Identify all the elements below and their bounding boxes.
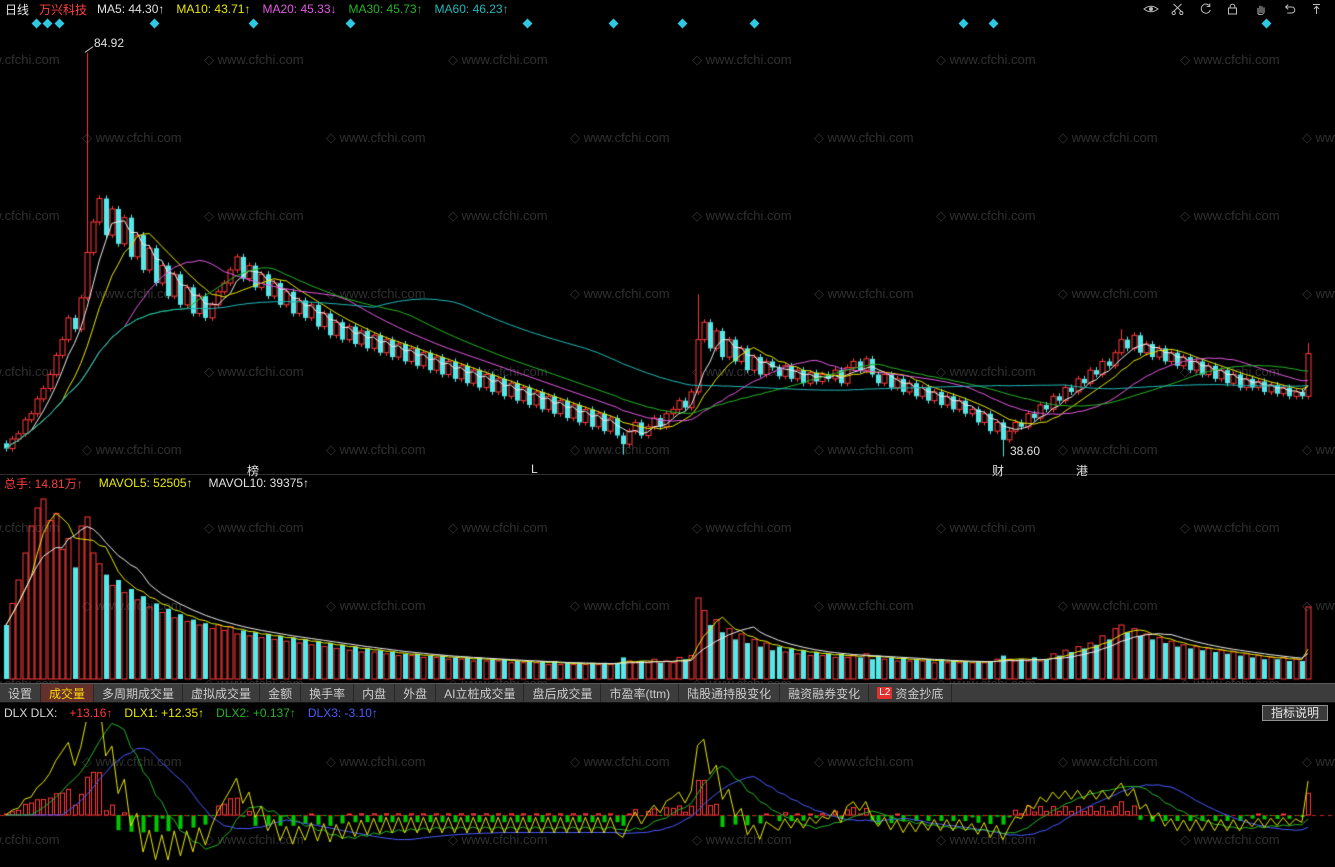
tab-amount[interactable]: 金额: [260, 684, 302, 702]
dlx-legend-item: DLX2: +0.137↑: [216, 705, 296, 720]
tab-turnover-rate[interactable]: 换手率: [301, 684, 355, 702]
ma-legend-item: MA60: 46.23↑: [434, 2, 509, 16]
ma-legend-item: MA20: 45.33↓: [262, 2, 337, 16]
stock-name[interactable]: 万兴科技: [39, 2, 88, 17]
chart-flag-marker[interactable]: 财: [992, 464, 1005, 478]
tab-ai-volume[interactable]: AI立桩成交量: [436, 684, 525, 702]
dlx-indicator-pane[interactable]: [0, 722, 1335, 867]
tab-after-hours-volume[interactable]: 盘后成交量: [524, 684, 602, 702]
tab-label: AI立桩成交量: [444, 686, 516, 701]
ma-legend-item: MA30: 45.73↑: [348, 2, 423, 16]
scissors-icon[interactable]: [1171, 3, 1187, 15]
ma-legend: MA5: 44.30↑ MA10: 43.71↑ MA20: 45.33↓ MA30:…: [97, 2, 509, 16]
tab-label: 融资融券变化: [788, 686, 861, 701]
dlx-indicator-legend: DLX DLX: +13.16↑ DLX1: +12.35↑ DLX2: +0.137…: [0, 704, 1335, 721]
dlx-legend-item: DLX1: +12.35↑: [124, 705, 205, 720]
mavol10-label: MAVOL10: 39375↑: [208, 476, 310, 490]
volume-chart[interactable]: [0, 492, 1335, 682]
ma-legend-item: MA5: 44.30↑: [97, 2, 165, 16]
price-pane[interactable]: 84.92 38.60 榜 L 财 港: [0, 18, 1335, 478]
refresh-icon[interactable]: [1199, 3, 1215, 15]
trough-price-label: 38.60: [1010, 444, 1041, 458]
peak-price-label: 84.92: [94, 36, 125, 50]
candlestick-chart[interactable]: [0, 18, 1335, 474]
tab-label: 资金抄底: [895, 686, 944, 701]
tab-label: 换手率: [309, 686, 346, 701]
hand-icon[interactable]: [1255, 3, 1271, 15]
tab-multi-period-volume[interactable]: 多周期成交量: [94, 684, 184, 702]
mavol5-label: MAVOL5: 52505↑: [98, 476, 193, 490]
tab-virtual-volume[interactable]: 虚拟成交量: [183, 684, 261, 702]
dlx-legend-item: DLX DLX:: [4, 705, 58, 720]
tab-outer-volume[interactable]: 外盘: [395, 684, 437, 702]
tab-settings[interactable]: 设置: [0, 684, 42, 702]
tab-label: 外盘: [403, 686, 428, 701]
tab-label: 设置: [8, 686, 33, 701]
dlx-legend-item: DLX3: -3.10↑: [307, 705, 378, 720]
dlx-legend-item: +13.16↑: [69, 705, 113, 720]
top-icon[interactable]: [1311, 3, 1327, 15]
tab-inner-volume[interactable]: 内盘: [354, 684, 396, 702]
tab-label: 陆股通持股变化: [687, 686, 772, 701]
tab-label: 虚拟成交量: [191, 686, 252, 701]
volume-pane[interactable]: [0, 492, 1335, 682]
chart-flag-marker[interactable]: 榜: [247, 464, 260, 478]
tab-label: 金额: [268, 686, 293, 701]
period-label[interactable]: 日线: [5, 2, 30, 17]
tab-label: 盘后成交量: [532, 686, 593, 701]
ma-legend-item: MA10: 43.71↑: [176, 2, 251, 16]
total-hands-label: 总手: 14.81万↑: [4, 476, 83, 491]
tab-volume[interactable]: 成交量: [41, 684, 95, 702]
tab-label: 市盈率(ttm): [609, 686, 671, 701]
tab-label: 多周期成交量: [102, 686, 175, 701]
indicator-help-button[interactable]: 指标说明: [1261, 705, 1328, 721]
tab-l2-fund-bottom[interactable]: L2 资金抄底: [869, 684, 953, 702]
eye-icon[interactable]: [1143, 3, 1159, 15]
top-toolbar: 日线 万兴科技 MA5: 44.30↑ MA10: 43.71↑ MA20: 45.…: [0, 0, 1335, 18]
chart-flag-marker[interactable]: L: [531, 462, 538, 476]
toolbar-icons: [1143, 3, 1327, 15]
tab-label: 成交量: [49, 686, 86, 701]
undo-icon[interactable]: [1283, 3, 1299, 15]
chart-flag-marker[interactable]: 港: [1076, 464, 1089, 478]
l2-badge: L2: [877, 687, 893, 699]
lock-icon[interactable]: [1227, 3, 1243, 15]
tab-pe-ttm[interactable]: 市盈率(ttm): [601, 684, 680, 702]
volume-legend: 总手: 14.81万↑ MAVOL5: 52505↑ MAVOL10: 3937…: [0, 475, 1335, 491]
dlx-legend-items: DLX DLX: +13.16↑ DLX1: +12.35↑ DLX2: +0.137…: [4, 706, 378, 720]
tab-margin-trading[interactable]: 融资融券变化: [780, 684, 870, 702]
indicator-tabbar: 设置 成交量 多周期成交量 虚拟成交量 金额 换手率 内盘 外盘 AI立桩成交量 盘后成交量 市盈率…: [0, 683, 1335, 703]
tab-northbound-holdings[interactable]: 陆股通持股变化: [679, 684, 781, 702]
tab-label: 内盘: [362, 686, 387, 701]
dlx-indicator-chart[interactable]: [0, 722, 1335, 867]
pane-divider: [0, 474, 1335, 475]
